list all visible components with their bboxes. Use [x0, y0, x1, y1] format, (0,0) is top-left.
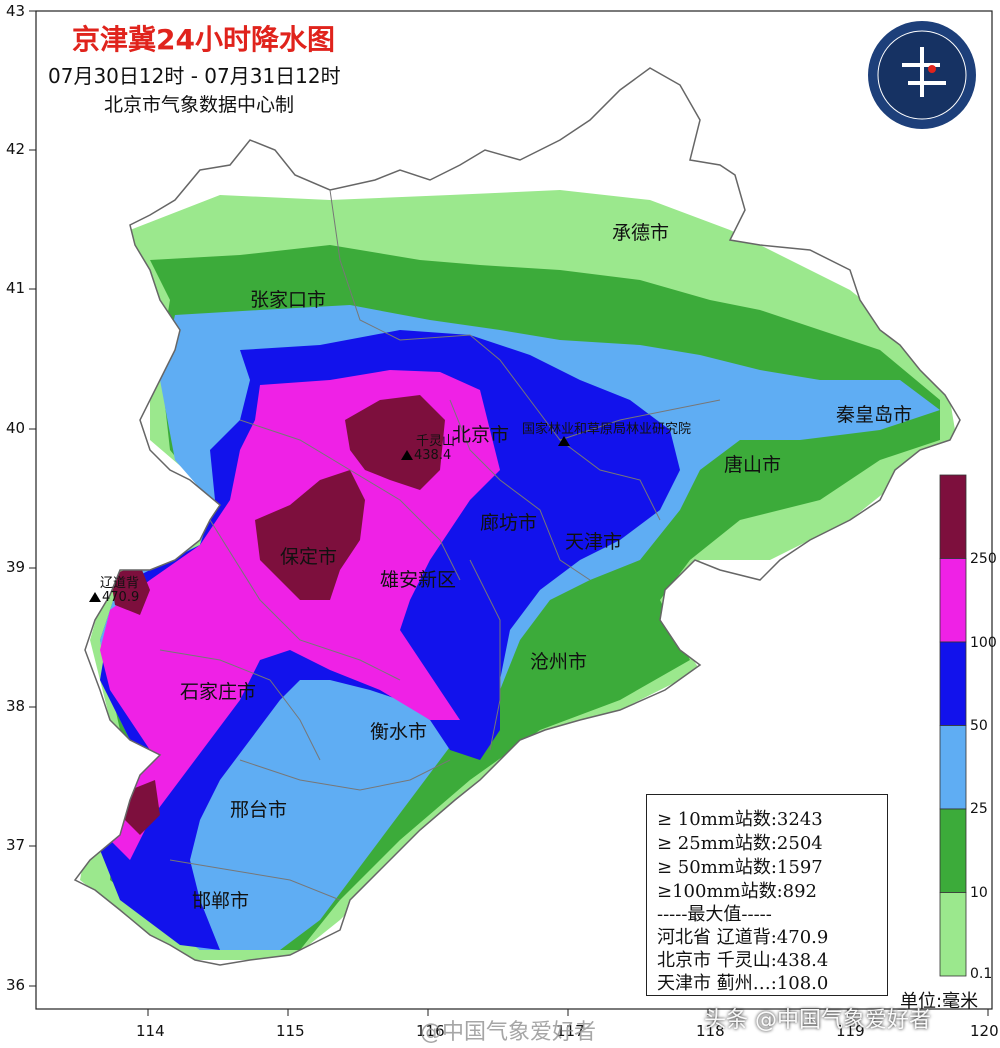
legend-label: 25: [970, 801, 988, 817]
stats-line: 河北省 辽道背:470.9: [657, 927, 829, 948]
station-value-liaodaobei: 470.9: [102, 590, 140, 605]
x-tick-label: 118: [696, 1022, 725, 1040]
station-name-qianlingshan: 千灵山: [416, 434, 456, 449]
prefecture-boundaries: [159, 189, 721, 901]
unit-label: 单位:毫米: [900, 991, 979, 1012]
x-tick-label: 120: [970, 1022, 999, 1040]
station-name-tianjin-institute: 国家林业和草原局林业研究院: [522, 422, 692, 437]
stats-line: ≥ 10mm站数:3243: [657, 809, 823, 830]
city-label-tianjin: 天津市: [565, 531, 623, 553]
map-title: 京津冀24小时降水图: [72, 23, 335, 56]
legend-swatch: [939, 725, 967, 810]
region-boundary: [73, 67, 961, 966]
extreme-rain-area-baoding: [255, 470, 365, 600]
y-tick-label: 37: [6, 836, 26, 854]
logo-symbol-icon: [902, 47, 946, 97]
bms-logo: [868, 21, 976, 129]
stats-line: -----最大值-----: [657, 904, 772, 925]
city-label-shijiazhuang: 石家庄市: [180, 681, 257, 703]
legend-swatch: [939, 474, 967, 559]
x-tick-label: 114: [136, 1022, 165, 1040]
axis-ticks: [29, 10, 989, 1016]
stats-line: ≥100mm站数:892: [657, 881, 817, 902]
city-label-qinhuangdao: 秦皇岛市: [836, 404, 913, 426]
legend-swatch: [939, 808, 967, 893]
city-label-beijing: 北京市: [452, 424, 510, 446]
stats-line: 北京市 千灵山:438.4: [657, 950, 829, 971]
heavy-rainstorm-area: [100, 370, 500, 860]
station-name-liaodaobei: 辽道背: [100, 576, 140, 591]
map-frame: [35, 10, 993, 1010]
city-label-hengshui: 衡水市: [370, 721, 428, 743]
station-stats-box: ≥ 10mm站数:3243 ≥ 25mm站数:2504 ≥ 50mm站数:159…: [646, 794, 888, 996]
legend-label: 50: [970, 718, 988, 734]
legend-label: 100: [970, 635, 997, 651]
x-tick-label: 119: [836, 1022, 865, 1040]
station-marker-liaodaobei: [89, 592, 101, 602]
y-tick-label: 42: [6, 140, 26, 158]
y-tick-label: 39: [6, 558, 26, 576]
city-label-zhangjiakou: 张家口市: [250, 289, 327, 311]
stats-line: ≥ 50mm站数:1597: [657, 857, 823, 878]
legend-colorbar: [939, 474, 967, 977]
stats-line: 天津市 蓟州…:108.0: [657, 973, 829, 994]
time-period: 07月30日12时 - 07月31日12时: [48, 64, 341, 88]
legend-swatch: [939, 892, 967, 977]
city-label-xiongan: 雄安新区: [380, 569, 457, 591]
city-label-cangzhou: 沧州市: [530, 651, 588, 673]
legend-label: 0.1: [970, 966, 993, 982]
extreme-rain-area-west: [110, 565, 150, 615]
station-marker-qianlingshan: [401, 450, 413, 460]
stats-line: ≥ 25mm站数:2504: [657, 833, 823, 854]
station-value-qianlingshan: 438.4: [414, 448, 452, 463]
legend-swatch: [939, 641, 967, 726]
legend-label: 250: [970, 551, 997, 567]
data-source: 北京市气象数据中心制: [104, 94, 295, 116]
legend-label: 10: [970, 885, 988, 901]
city-label-tangshan: 唐山市: [724, 454, 782, 476]
city-label-langfang: 廊坊市: [480, 512, 538, 534]
weibo-watermark: @中国气象爱好者: [420, 1020, 597, 1045]
toutiao-watermark: 头条 @中国气象爱好者: [704, 1008, 931, 1033]
legend-swatch: [939, 558, 967, 643]
x-tick-label: 117: [556, 1022, 585, 1040]
x-tick-label: 116: [416, 1022, 445, 1040]
x-tick-label: 115: [276, 1022, 305, 1040]
y-tick-label: 36: [6, 976, 26, 994]
city-label-xingtai: 邢台市: [230, 799, 288, 821]
y-tick-label: 38: [6, 697, 26, 715]
extreme-rain-area-north: [345, 395, 445, 490]
city-label-baoding: 保定市: [280, 546, 338, 568]
extreme-rain-area-south: [125, 780, 160, 835]
y-tick-label: 40: [6, 419, 26, 437]
station-marker-tianjin: [558, 436, 570, 446]
y-tick-label: 43: [6, 2, 26, 20]
city-label-handan: 邯郸市: [192, 890, 250, 912]
city-label-chengde: 承德市: [612, 222, 670, 244]
y-tick-label: 41: [6, 279, 26, 297]
